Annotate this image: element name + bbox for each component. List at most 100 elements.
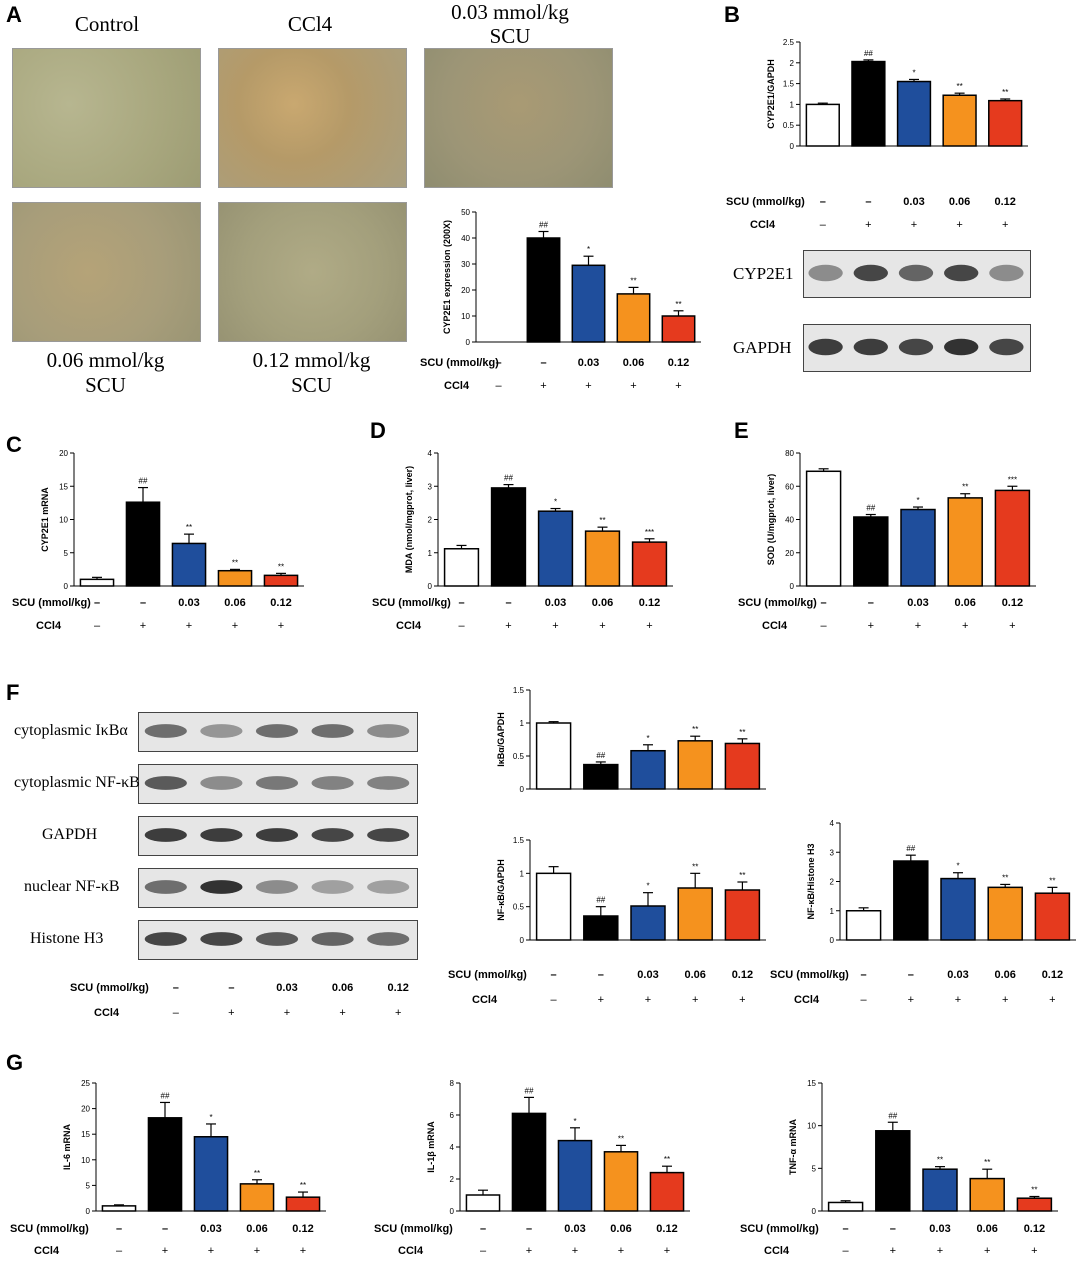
scu-dose-e-0: –: [821, 597, 827, 609]
bar-f1-3: [677, 740, 713, 790]
ccl4-status-a-4: +: [675, 380, 681, 392]
y-axis-label-a: CYP2E1 expression (200X): [442, 220, 452, 334]
gapdh-b-band-1: [853, 338, 888, 356]
blot-label-histone: Histone H3: [30, 930, 104, 947]
scu-dose-g3-2: 0.03: [929, 1223, 950, 1235]
scu-dose-a-2: 0.03: [578, 357, 599, 369]
scu-dose-f-blot-1: –: [228, 982, 234, 994]
ccl4-status-f3-3: +: [1002, 994, 1008, 1006]
ccl4-status-g3-1: +: [890, 1245, 896, 1257]
sig-mark-e-3: **: [962, 483, 968, 492]
y-tick-label-b: 2: [790, 59, 795, 68]
y-tick-label-c: 0: [64, 582, 69, 591]
ccl4-status-d-3: +: [599, 620, 605, 632]
ccl4-status-g1-2: +: [208, 1245, 214, 1257]
bar-f1-4: [724, 742, 761, 790]
scu-row-label-e: SCU (mmol/kg): [738, 597, 817, 609]
sig-mark-c-1: ##: [139, 477, 148, 486]
scu-dose-f2-0: –: [551, 969, 557, 981]
scu-dose-g3-0: –: [843, 1223, 849, 1235]
sig-mark-f2-3: **: [692, 862, 698, 871]
bar-f1-0: [535, 722, 572, 790]
scu-dose-d-4: 0.12: [639, 597, 660, 609]
sig-mark-g3-2: **: [937, 1156, 943, 1165]
panel-label-a: A: [6, 2, 22, 27]
ccl4-status-d-4: +: [646, 620, 652, 632]
scu-row-label-a: SCU (mmol/kg): [420, 357, 499, 369]
bar-d-2: [537, 510, 574, 587]
ccl4-status-c-1: +: [140, 620, 146, 632]
gapdh-b-band-2: [898, 338, 934, 356]
sig-mark-f2-1: ##: [596, 896, 605, 905]
y-tick-label-g1: 25: [81, 1079, 90, 1088]
scu-dose-b-2: 0.03: [903, 196, 924, 208]
micro-title-012-scu: SCU: [291, 373, 332, 397]
y-tick-label-d: 4: [428, 449, 433, 458]
scu-row-label-c: SCU (mmol/kg): [12, 597, 91, 609]
sig-mark-b-4: **: [1002, 88, 1008, 97]
bar-c-0: [79, 578, 115, 587]
scu-dose-g2-4: 0.12: [656, 1223, 677, 1235]
ccl4-row-label-c: CCl4: [36, 620, 62, 632]
sig-mark-g1-1: ##: [161, 1091, 170, 1100]
gapdh-f-band-3: [311, 828, 354, 842]
blot-label-cyto-nfkb: cytoplasmic NF-κB: [14, 774, 140, 791]
scu-row-label-f2: SCU (mmol/kg): [448, 969, 527, 981]
blot-label-nuclear-nfkb: nuclear NF-κB: [24, 878, 120, 895]
sig-mark-e-1: ##: [866, 504, 875, 513]
ccl4-status-e-1: +: [868, 620, 874, 632]
sig-mark-g2-2: *: [573, 1117, 576, 1126]
ccl4-status-c-0: –: [94, 620, 101, 632]
y-tick-label-a: 10: [461, 312, 470, 321]
ccl4-row-label-g3: CCl4: [764, 1245, 790, 1257]
y-tick-label-g2: 2: [450, 1175, 455, 1184]
bar-b-3: [942, 94, 977, 147]
gapdh-b-band-0: [808, 338, 843, 356]
ccl4-row-label-a: CCl4: [444, 380, 470, 392]
y-tick-label-a: 40: [461, 234, 470, 243]
scu-dose-c-2: 0.03: [178, 597, 199, 609]
y-tick-label-a: 50: [461, 208, 470, 217]
sig-mark-f3-1: ##: [906, 844, 915, 853]
ccl4-row-label-d: CCl4: [396, 620, 422, 632]
ccl4-status-c-4: +: [278, 620, 284, 632]
bar-a-4: [661, 315, 696, 343]
ccl4-row-label-g1: CCl4: [34, 1245, 60, 1257]
gapdh-f-band-0: [144, 828, 187, 842]
y-tick-label-f2: 0: [520, 936, 525, 945]
gapdh-f-band-1: [200, 828, 243, 842]
ikba-band-2: [255, 724, 299, 738]
sig-mark-c-2: **: [186, 523, 192, 532]
y-tick-label-d: 3: [428, 482, 433, 491]
bar-d-4: [631, 541, 668, 587]
scu-dose-f2-3: 0.06: [684, 969, 705, 981]
sig-mark-b-1: ##: [864, 49, 873, 58]
micrograph-control: [12, 48, 201, 188]
ccl4-status-f-blot-1: +: [228, 1007, 234, 1019]
scu-dose-f-blot-3: 0.06: [332, 982, 353, 994]
scu-dose-b-4: 0.12: [994, 196, 1015, 208]
ccl4-status-f2-1: +: [598, 994, 604, 1006]
sig-mark-g1-3: **: [254, 1169, 260, 1178]
y-tick-label-f3: 4: [830, 819, 835, 828]
micro-title-012: 0.12 mmol/kg: [252, 348, 371, 372]
sig-mark-g1-2: *: [209, 1113, 212, 1122]
ccl4-status-d-1: +: [505, 620, 511, 632]
ccl4-status-e-4: +: [1009, 620, 1015, 632]
ccl4-status-d-2: +: [552, 620, 558, 632]
sig-mark-d-2: *: [554, 498, 557, 507]
ccl4-status-g3-3: +: [984, 1245, 990, 1257]
sig-mark-g2-1: ##: [525, 1086, 534, 1095]
bar-c-3: [217, 569, 253, 587]
bar-g3-2: [922, 1168, 958, 1212]
y-tick-label-a: 20: [461, 286, 470, 295]
cyp2e1-band-2: [898, 264, 934, 282]
histone-band-0: [144, 932, 187, 946]
scu-row-label-g3: SCU (mmol/kg): [740, 1223, 819, 1235]
ccl4-row-label-f2: CCl4: [472, 994, 498, 1006]
sig-mark-f3-4: **: [1049, 876, 1055, 885]
bar-e-0: [805, 470, 842, 587]
y-tick-label-f3: 3: [830, 848, 835, 857]
y-tick-label-f2: 1.5: [513, 836, 525, 845]
